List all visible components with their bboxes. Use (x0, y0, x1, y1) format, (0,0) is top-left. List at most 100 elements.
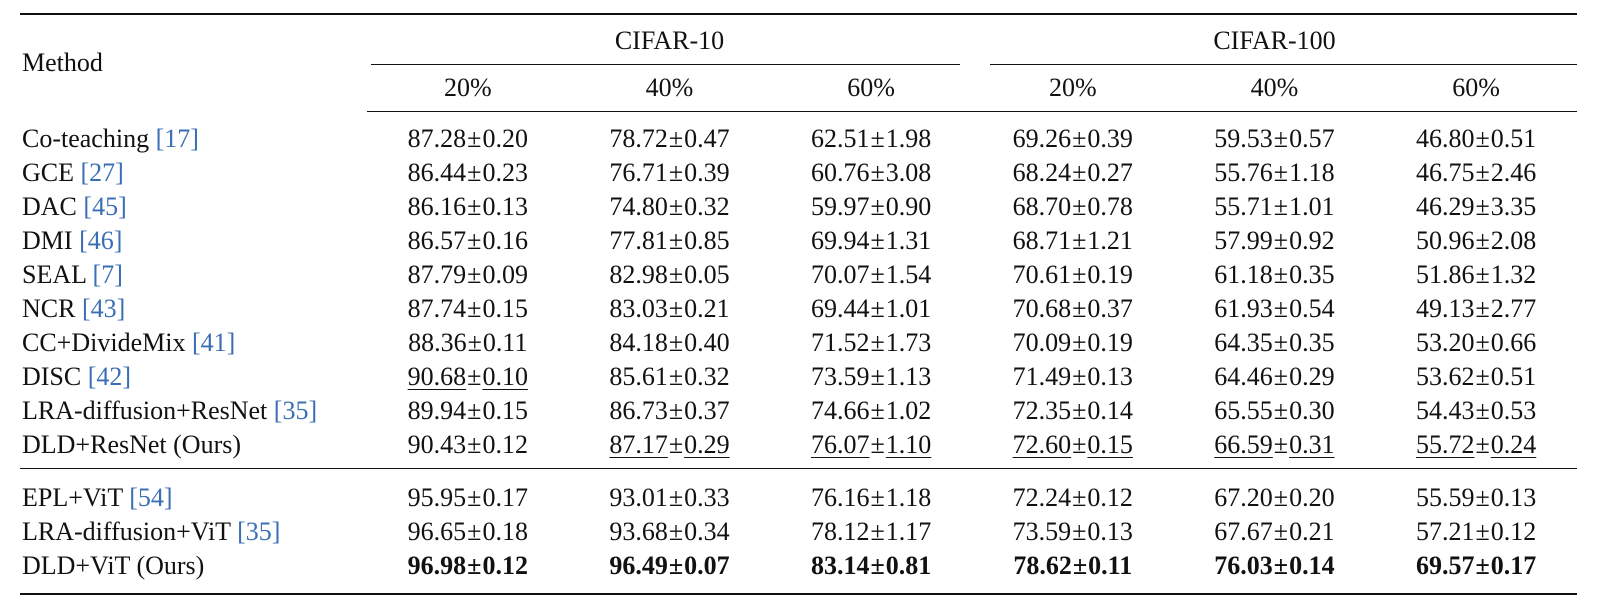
std-value: 1.01 (885, 294, 932, 323)
result-cell: 66.59±0.31 (1173, 428, 1376, 469)
method-name-cell: GCE [27] (20, 156, 367, 190)
mean-value: 64.46 (1214, 362, 1273, 391)
plus-minus-symbol: ± (870, 362, 885, 391)
citation-link[interactable]: [17] (155, 123, 199, 153)
citation-link[interactable]: [45] (83, 192, 127, 221)
table-row: DMI [46] 86.57±0.16 77.81±0.85 69.94±1.31 68… (20, 224, 1577, 258)
plus-minus-symbol: ± (668, 396, 684, 425)
std-value: 0.24 (1490, 430, 1537, 459)
result-cell: 87.28±0.20 (367, 112, 569, 157)
plus-minus-symbol: ± (668, 158, 684, 187)
plus-minus-symbol: ± (1072, 430, 1087, 459)
std-value: 0.11 (1088, 551, 1133, 580)
citation-link[interactable]: [27] (80, 158, 124, 187)
method-name: NCR (22, 294, 82, 323)
std-value: 2.46 (1490, 158, 1537, 187)
result-cell: 69.57±0.17 (1375, 549, 1577, 595)
mean-value: 59.97 (810, 192, 870, 221)
std-value: 1.02 (885, 396, 932, 425)
plus-minus-symbol: ± (467, 483, 482, 512)
plus-minus-symbol: ± (1072, 124, 1087, 153)
result-cell: 74.80±0.32 (569, 190, 771, 224)
mean-value: 71.49 (1012, 362, 1072, 391)
result-cell: 78.72±0.47 (569, 112, 771, 157)
plus-minus-symbol: ± (1475, 226, 1490, 255)
std-value: 3.35 (1490, 192, 1537, 221)
plus-minus-symbol: ± (1475, 551, 1490, 580)
plus-minus-symbol: ± (1072, 192, 1087, 221)
result-cell: 69.26±0.39 (972, 112, 1174, 157)
citation-link[interactable]: [35] (273, 396, 318, 425)
header-row-datasets: Method CIFAR-10 CIFAR-100 (20, 13, 1578, 112)
citation-link[interactable]: [43] (81, 294, 126, 323)
citation-link[interactable]: [46] (79, 226, 123, 255)
std-value: 0.09 (482, 260, 528, 289)
plus-minus-symbol: ± (870, 192, 885, 221)
mean-value: 46.75 (1415, 158, 1475, 187)
mean-value: 70.09 (1012, 328, 1072, 357)
result-cell: 57.99±0.92 (1174, 224, 1376, 258)
table-row: LRA-diffusion+ViT [35] 96.65±0.18 93.68±0.… (20, 515, 1577, 549)
plus-minus-symbol: ± (1072, 517, 1087, 546)
std-value: 0.35 (1289, 260, 1335, 289)
citation-link[interactable]: [7] (92, 260, 123, 289)
std-value: 1.10 (885, 430, 932, 459)
method-name: DAC (22, 192, 84, 221)
result-cell: 86.73±0.37 (569, 394, 771, 428)
mean-value: 78.62 (1013, 551, 1072, 580)
mean-value: 77.81 (609, 226, 668, 255)
table-row: DLD+ResNet (Ours) 90.43±0.12 87.17±0.29 76.… (20, 428, 1577, 469)
plus-minus-symbol: ± (668, 328, 684, 357)
mean-value: 60.76 (810, 158, 870, 187)
result-cell: 77.81±0.85 (569, 224, 771, 258)
std-value: 0.20 (1289, 483, 1335, 512)
std-value: 0.35 (1289, 328, 1335, 357)
std-value: 0.85 (684, 226, 730, 255)
result-cell: 70.09±0.19 (972, 326, 1174, 360)
plus-minus-symbol: ± (1475, 158, 1490, 187)
mean-value: 76.03 (1214, 551, 1273, 580)
mean-value: 61.93 (1214, 294, 1273, 323)
std-value: 1.21 (1087, 226, 1133, 255)
mean-value: 53.20 (1415, 328, 1475, 357)
method-name-cell: DLD+ResNet (Ours) (20, 428, 367, 469)
result-cell: 46.80±0.51 (1375, 112, 1577, 157)
result-cell: 68.70±0.78 (972, 190, 1174, 224)
result-cell: 76.16±1.18 (770, 469, 972, 516)
mean-value: 55.72 (1415, 430, 1475, 459)
mean-value: 87.17 (609, 430, 668, 459)
citation-link[interactable]: [41] (191, 328, 236, 357)
result-cell: 87.74±0.15 (367, 292, 569, 326)
citation-link[interactable]: [54] (129, 483, 173, 512)
result-cell: 59.97±0.90 (770, 190, 972, 224)
mean-value: 70.68 (1012, 294, 1072, 323)
std-value: 0.15 (482, 396, 528, 425)
mean-value: 69.57 (1415, 551, 1475, 580)
mean-value: 55.59 (1415, 483, 1475, 512)
citation-link[interactable]: [42] (87, 362, 132, 391)
std-value: 3.08 (885, 158, 932, 187)
method-name: EPL+ViT (22, 483, 130, 512)
std-value: 1.73 (885, 328, 932, 357)
std-value: 0.32 (684, 362, 730, 391)
std-value: 1.17 (885, 517, 932, 546)
result-cell: 85.61±0.32 (569, 360, 771, 394)
plus-minus-symbol: ± (1475, 430, 1490, 459)
citation-link[interactable]: [35] (237, 517, 281, 546)
result-cell: 93.01±0.33 (569, 469, 771, 516)
mean-value: 93.68 (609, 517, 668, 546)
mean-value: 96.65 (407, 517, 467, 546)
result-cell: 70.07±1.54 (770, 258, 972, 292)
mean-value: 65.55 (1214, 396, 1273, 425)
method-name: LRA-diffusion+ViT (22, 517, 238, 546)
mean-value: 96.98 (407, 551, 467, 580)
plus-minus-symbol: ± (1273, 158, 1289, 187)
method-name: GCE (22, 158, 81, 187)
mean-value: 72.24 (1012, 483, 1072, 512)
method-name-cell: DAC [45] (20, 190, 367, 224)
result-cell: 74.66±1.02 (770, 394, 972, 428)
noise-level-header: 20% (971, 65, 1174, 112)
result-cell: 86.16±0.13 (367, 190, 569, 224)
result-cell: 59.53±0.57 (1174, 112, 1376, 157)
